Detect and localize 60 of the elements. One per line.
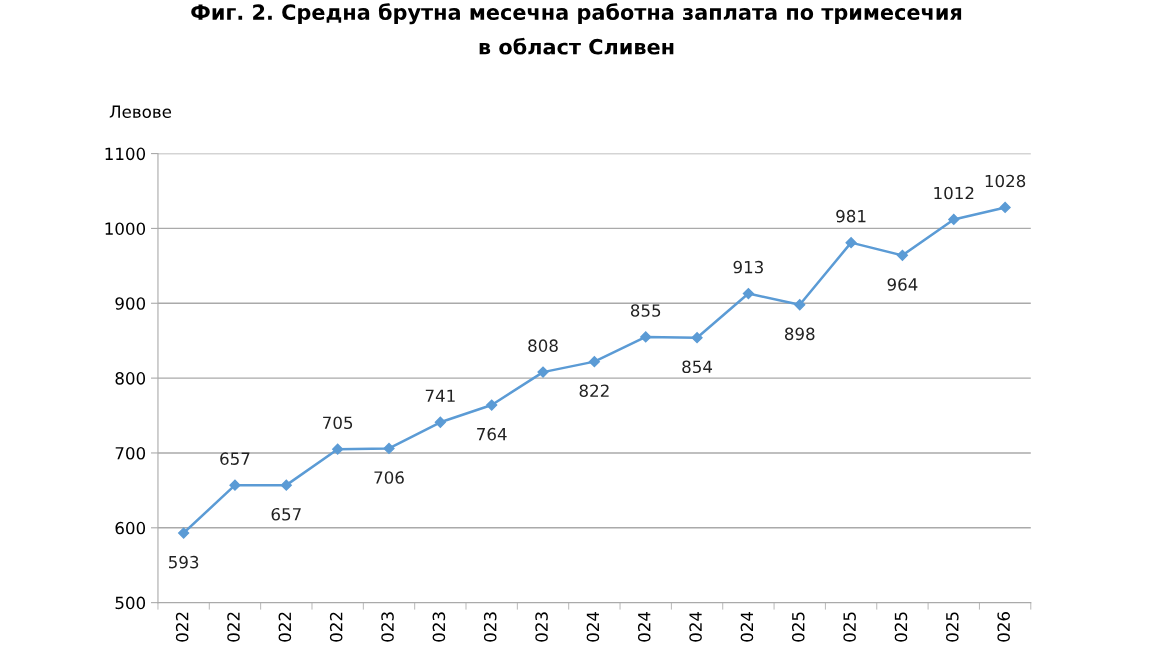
data-label: 1028 xyxy=(985,174,1026,188)
data-label: 657 xyxy=(271,507,301,521)
data-label: 657 xyxy=(220,452,250,465)
point xyxy=(794,299,806,311)
x-tick-label: 025 xyxy=(946,612,959,642)
x-tick-label: 022 xyxy=(278,612,292,642)
x-tick-label: 025 xyxy=(894,612,908,642)
point xyxy=(383,442,395,455)
x-tick-label: 022 xyxy=(329,612,343,642)
x-tick-label: 026 xyxy=(997,612,1010,642)
point xyxy=(896,249,909,261)
data-label: 913 xyxy=(733,260,763,274)
x-tick-label: 023 xyxy=(535,612,548,642)
data-label: 706 xyxy=(374,471,404,484)
x-tick-label: 024 xyxy=(586,611,600,642)
x-tick-label: 023 xyxy=(432,612,446,642)
data-label: 1012 xyxy=(934,186,974,200)
x-tick-label: 022 xyxy=(227,612,240,642)
point xyxy=(948,213,960,226)
y-axis-title: Левове xyxy=(109,105,172,118)
data-label: 898 xyxy=(784,327,815,341)
data-label: 964 xyxy=(887,278,918,291)
x-tick-label: 025 xyxy=(843,612,856,642)
y-tick-label: 500 xyxy=(115,596,146,610)
data-label: 705 xyxy=(323,416,353,430)
y-tick-label: 900 xyxy=(115,297,146,310)
x-tick-label: 024 xyxy=(637,611,651,642)
data-label: 822 xyxy=(579,384,609,398)
y-tick-label: 800 xyxy=(115,372,146,385)
data-label: 593 xyxy=(169,555,199,569)
x-tick-label: 025 xyxy=(791,612,805,642)
point xyxy=(280,479,292,491)
x-tick-label: 022 xyxy=(175,612,189,642)
y-tick-label: 1000 xyxy=(105,222,146,235)
point xyxy=(691,332,703,344)
x-tick-label: 024 xyxy=(740,611,754,642)
data-label: 764 xyxy=(477,427,507,441)
x-tick-label: 023 xyxy=(483,612,497,642)
point xyxy=(178,527,190,539)
point xyxy=(229,479,241,491)
point xyxy=(640,331,652,343)
point xyxy=(742,287,755,300)
y-tick-label: 700 xyxy=(115,446,146,460)
point xyxy=(845,237,857,249)
point xyxy=(588,356,600,368)
point xyxy=(434,416,446,428)
data-label: 855 xyxy=(630,304,661,317)
x-tick-label: 024 xyxy=(689,611,702,642)
point xyxy=(486,399,498,411)
x-tick-label: 023 xyxy=(381,612,394,642)
point xyxy=(332,443,344,455)
point xyxy=(537,366,549,378)
point xyxy=(999,201,1011,214)
data-label: 981 xyxy=(836,209,866,223)
data-label: 808 xyxy=(528,339,558,352)
y-tick-label: 1100 xyxy=(105,147,146,161)
y-tick-label: 600 xyxy=(115,521,146,535)
data-label: 741 xyxy=(425,389,455,402)
chart-title: Фиг. 2. Средна брутна месечна работна заплата по тримесечия в област Сливен xyxy=(191,3,962,55)
data-label: 854 xyxy=(682,360,713,374)
